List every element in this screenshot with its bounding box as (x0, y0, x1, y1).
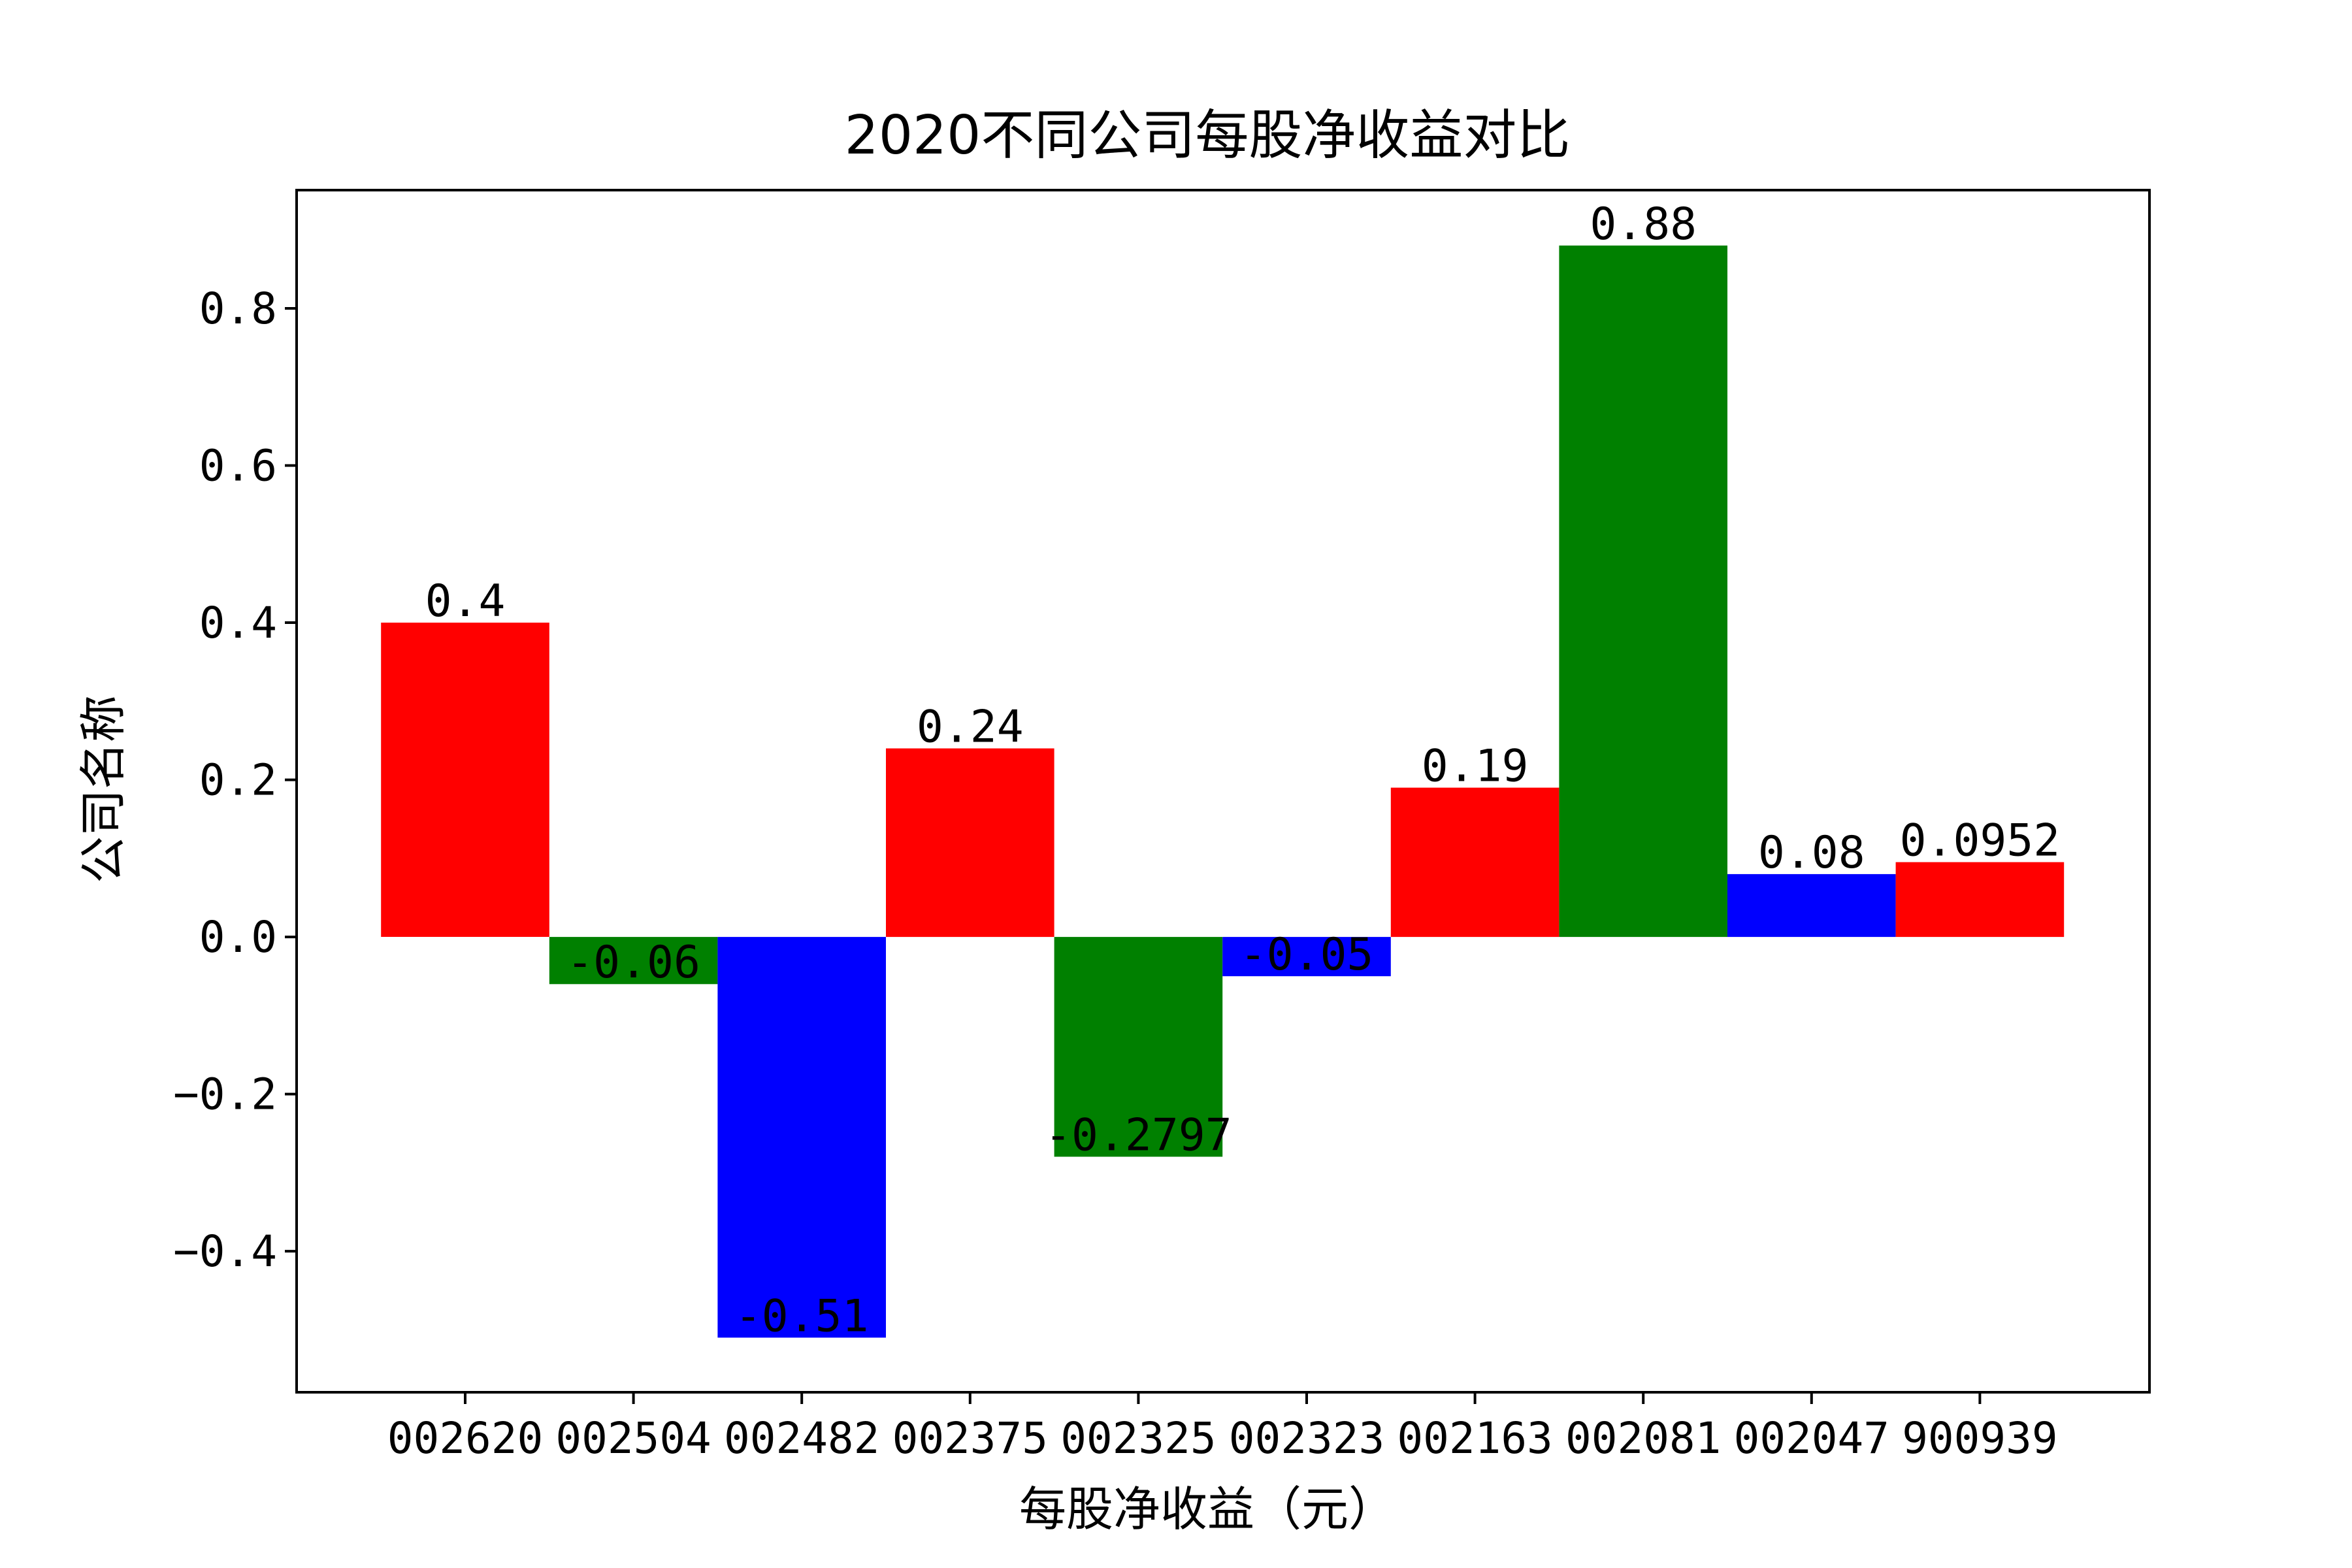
y-tick-label: −0.4 (173, 1226, 277, 1277)
x-tick-label: 002323 (1229, 1413, 1384, 1463)
bar-002504 (549, 937, 718, 985)
plot-area: 0.4 -0.06 -0.51 0.24 -0.2797 -0.05 0.19 0.88 0.0… (173, 189, 2151, 1463)
data-label-900939: 0.0952 (1900, 815, 2061, 867)
bar-900939 (1895, 862, 2065, 938)
y-tick-label: 0.0 (199, 912, 277, 962)
bar-002620 (381, 623, 549, 937)
bar-002081 (1559, 245, 1727, 938)
x-tick-label: 002325 (1060, 1413, 1216, 1463)
bar-002323 (1222, 937, 1391, 977)
data-label-002323: -0.05 (1240, 929, 1374, 981)
data-label-002047: 0.08 (1758, 827, 1865, 879)
data-label-002375: 0.24 (917, 702, 1024, 753)
data-label-002482: -0.51 (735, 1290, 869, 1342)
bar-002325 (1054, 937, 1223, 1157)
data-label-002504: -0.06 (566, 937, 700, 988)
y-tick-label: 0.4 (199, 598, 277, 648)
y-tick-label: −0.2 (173, 1070, 277, 1120)
x-tick-label: 002047 (1734, 1413, 1889, 1463)
x-axis-label: 每股净收益（元） (1019, 1482, 1396, 1537)
axes-frame (295, 189, 2151, 1394)
chart-title: 2020不同公司每股净收益对比 (845, 105, 1571, 167)
data-label-002620: 0.4 (425, 576, 506, 627)
x-tick-label: 002504 (555, 1413, 711, 1463)
data-label-002325: -0.2797 (1045, 1110, 1232, 1162)
data-label-002163: 0.19 (1422, 741, 1529, 792)
y-axis-label: 公司名称 (76, 695, 131, 883)
y-tick-label: 0.2 (199, 755, 277, 806)
x-tick-label: 900939 (1902, 1413, 2057, 1463)
bar-002482 (717, 937, 886, 1338)
bar-002375 (886, 748, 1054, 938)
x-tick-label: 002482 (724, 1413, 879, 1463)
x-tick-label: 002620 (387, 1413, 543, 1463)
x-tick-label: 002163 (1397, 1413, 1552, 1463)
bar-002163 (1390, 787, 1560, 938)
y-tick-label: 0.6 (199, 441, 277, 491)
y-tick-label: 0.8 (199, 284, 277, 334)
x-tick-label: 002081 (1565, 1413, 1721, 1463)
x-tick-label: 002375 (892, 1413, 1048, 1463)
data-label-002081: 0.88 (1590, 199, 1697, 250)
bar-002047 (1727, 874, 1896, 938)
